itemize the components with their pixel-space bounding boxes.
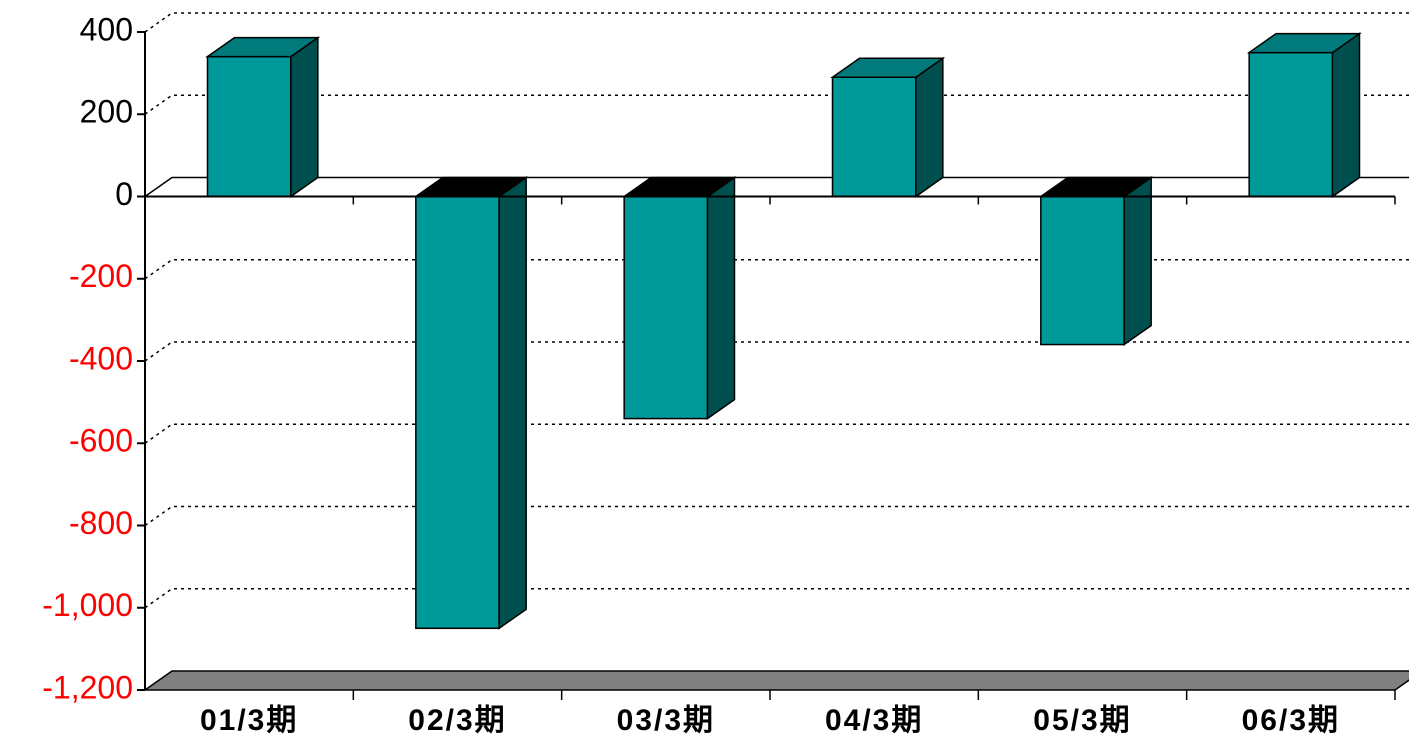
bar-side (915, 56, 944, 198)
x-tick-label: 02/3期 (408, 704, 506, 737)
y-tick-label: 400 (80, 11, 133, 47)
bar-front (206, 55, 292, 198)
bar-side (1123, 176, 1152, 346)
grid-line (144, 341, 1409, 362)
y-tick-label: -1,200 (42, 669, 133, 705)
floor (142, 670, 1409, 691)
bar-front (1248, 51, 1334, 198)
y-tick-label: -400 (69, 340, 133, 376)
bar-front (831, 76, 917, 198)
y-tick-label: -1,000 (42, 587, 133, 623)
bar-side (706, 176, 736, 421)
x-tick-label: 01/3期 (200, 704, 298, 737)
grid-line (144, 94, 1409, 115)
bar-top (1246, 32, 1362, 54)
y-tick-label: -200 (69, 258, 133, 294)
bar-front (623, 195, 709, 420)
grid-line (144, 588, 1409, 609)
y-tick-label: 200 (80, 94, 133, 130)
bar-side (1331, 32, 1361, 198)
bar-top (830, 57, 946, 78)
y-tick-label: -600 (69, 423, 133, 459)
grid-line (144, 505, 1409, 527)
y-tick-label: -800 (69, 505, 133, 541)
grid-line (144, 12, 1409, 33)
grid-line (144, 423, 1409, 444)
x-tick-label: 03/3期 (617, 704, 715, 737)
bar-top (205, 36, 321, 58)
x-tick-label: 05/3期 (1033, 704, 1131, 737)
bar-front (1040, 195, 1125, 346)
bar-front (415, 195, 500, 630)
bar-side (290, 36, 319, 198)
x-tick-label: 04/3期 (825, 704, 923, 737)
zero-back-line (144, 176, 1409, 198)
grid-line (144, 259, 1409, 280)
y-tick-label: 0 (115, 176, 133, 212)
bar-side (498, 176, 527, 630)
x-tick-label: 06/3期 (1242, 704, 1340, 737)
